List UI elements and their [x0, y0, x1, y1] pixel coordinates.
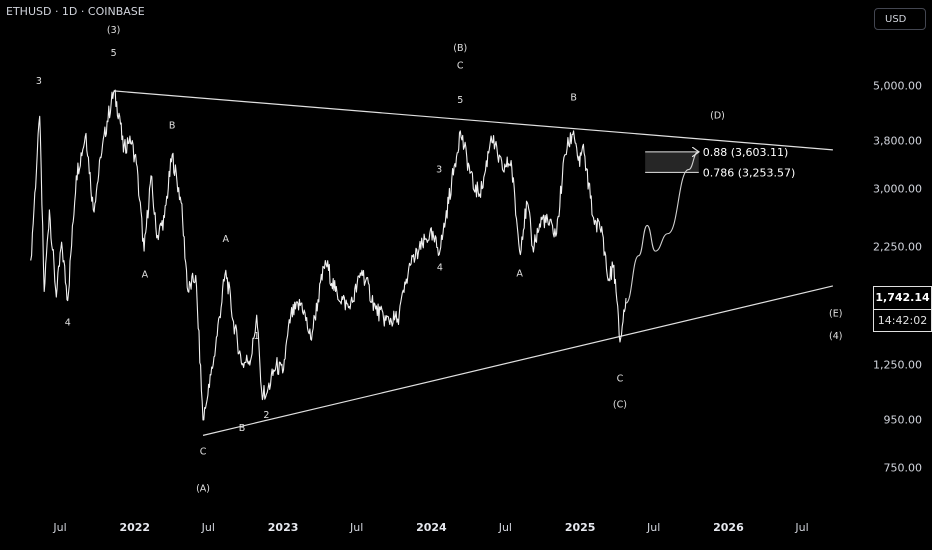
wave-label: 5: [457, 95, 463, 106]
wave-label: A: [142, 269, 149, 280]
wave-label: (D): [710, 111, 725, 122]
wave-label: (C): [613, 400, 627, 411]
price-tick-label: 5,000.00: [873, 79, 922, 93]
time-tick-label: 2026: [713, 521, 744, 534]
time-tick-label: Jul: [498, 521, 512, 534]
time-tick-label: Jul: [53, 521, 67, 534]
wave-label: C: [200, 447, 207, 458]
wave-label: 3: [436, 165, 442, 176]
wave-label: (E): [829, 308, 842, 319]
wave-label: 4: [65, 317, 71, 328]
symbol-title[interactable]: ETHUSD · 1D · COINBASE: [6, 5, 145, 18]
wave-label: A: [223, 234, 230, 245]
last-price-label: 1,742.14 14:42:02: [873, 286, 932, 332]
time-tick-label: Jul: [201, 521, 215, 534]
projection-path: [625, 152, 698, 304]
fib-zone: 0.88 (3,603.11) 0.786 (3,253.57): [645, 146, 796, 179]
wave-label: C: [617, 374, 624, 385]
price-tick-label: 950.00: [883, 413, 923, 427]
wave-label: 2: [263, 410, 269, 421]
wave-label: 4: [437, 262, 443, 273]
wave-label: (B): [453, 43, 467, 54]
time-tick-label: Jul: [349, 521, 364, 534]
wave-label: B: [239, 423, 246, 434]
time-tick-label: 2024: [416, 521, 447, 534]
time-tick-label: Jul: [647, 521, 661, 534]
wave-label: (4): [829, 331, 842, 342]
wave-label: 5: [111, 48, 117, 59]
time-tick-label: 2023: [267, 521, 299, 534]
fib-zone-fill: [645, 151, 699, 173]
bar-countdown: 14:42:02: [877, 314, 928, 327]
price-tick-label: 1,250.00: [873, 358, 922, 372]
trendline-upper: [113, 90, 833, 151]
wave-label: (A): [196, 484, 210, 495]
wave-label: 3: [36, 76, 42, 87]
price-series: [30, 89, 627, 421]
wave-label: (3): [107, 25, 120, 36]
price-tick-label: 3,800.00: [873, 134, 922, 148]
time-tick-label: 2022: [119, 521, 151, 534]
currency-button[interactable]: USD: [874, 8, 926, 30]
trendline-lower: [202, 285, 834, 436]
price-tick-label: 3,000.00: [873, 182, 922, 196]
wave-label: B: [570, 93, 577, 104]
wave-label: A: [516, 268, 523, 279]
last-price-value: 1,742.14: [874, 287, 931, 310]
wave-label: C: [457, 61, 464, 72]
fib-level-label: 0.88 (3,603.11): [703, 146, 789, 159]
wave-label: B: [169, 120, 176, 131]
time-tick-label: 2025: [564, 521, 596, 534]
price-tick-label: 2,250.00: [873, 240, 922, 254]
wave-label: 1: [254, 331, 260, 342]
price-tick-label: 750.00: [883, 461, 923, 475]
fib-level-label: 0.786 (3,253.57): [703, 166, 796, 179]
time-tick-label: Jul: [795, 521, 809, 534]
